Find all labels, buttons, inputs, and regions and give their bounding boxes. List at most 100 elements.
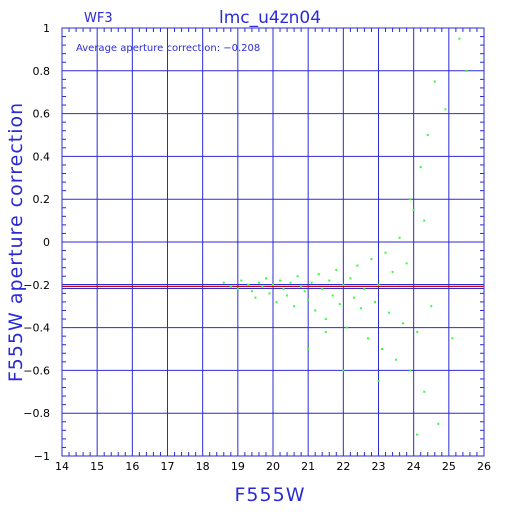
data-point bbox=[426, 134, 429, 136]
data-point bbox=[324, 330, 327, 333]
y-tick-label: −0.2 bbox=[23, 279, 50, 292]
y-tick-label: 0.8 bbox=[33, 65, 51, 78]
data-point bbox=[395, 358, 398, 361]
data-point bbox=[409, 198, 412, 201]
data-point bbox=[402, 322, 405, 325]
x-tick-label: 15 bbox=[90, 460, 104, 473]
data-point bbox=[321, 288, 324, 291]
y-tick-label: 1 bbox=[43, 22, 50, 35]
data-point bbox=[289, 281, 292, 284]
data-point bbox=[261, 285, 264, 288]
x-tick-label: 23 bbox=[372, 460, 386, 473]
y-tick-label: −1 bbox=[34, 450, 50, 463]
chart-title: lmc_u4zn04 bbox=[219, 8, 321, 28]
data-point bbox=[236, 288, 239, 291]
data-point bbox=[416, 433, 419, 436]
y-tick-label: −0.4 bbox=[23, 322, 50, 335]
data-point bbox=[257, 281, 260, 284]
data-point bbox=[384, 251, 387, 254]
data-point bbox=[430, 305, 433, 308]
y-tick-label: 0.4 bbox=[33, 150, 51, 163]
data-point bbox=[412, 208, 415, 211]
data-point bbox=[373, 300, 376, 303]
data-point bbox=[296, 275, 299, 278]
data-point bbox=[310, 281, 313, 284]
data-point bbox=[282, 288, 285, 291]
plot-frame bbox=[61, 27, 485, 457]
data-point bbox=[359, 307, 362, 310]
data-point bbox=[247, 283, 250, 286]
data-point bbox=[363, 288, 366, 291]
data-point bbox=[328, 279, 331, 282]
data-point bbox=[419, 166, 422, 169]
data-point bbox=[338, 303, 341, 306]
axis-ticks: 14 15 16 17 18 19 20 21 22 23 24 25 26 −1 −0.8 −0.6 −0.4… bbox=[23, 22, 491, 473]
data-point bbox=[324, 318, 327, 321]
x-tick-label: 24 bbox=[407, 460, 421, 473]
x-tick-label: 21 bbox=[301, 460, 315, 473]
x-tick-label: 20 bbox=[266, 460, 280, 473]
data-point bbox=[433, 80, 436, 83]
data-point bbox=[366, 337, 369, 340]
data-point bbox=[377, 283, 380, 286]
data-point bbox=[240, 279, 243, 282]
data-point bbox=[342, 369, 345, 372]
data-point bbox=[451, 337, 454, 340]
data-point bbox=[307, 298, 310, 301]
data-point bbox=[391, 270, 394, 273]
y-tick-label: −0.6 bbox=[23, 364, 50, 377]
data-point bbox=[264, 277, 267, 280]
data-point bbox=[335, 268, 338, 271]
data-point bbox=[300, 285, 303, 288]
data-point bbox=[437, 422, 440, 425]
data-point bbox=[416, 330, 419, 333]
data-point bbox=[345, 326, 348, 329]
data-point bbox=[254, 296, 257, 299]
x-tick-label: 16 bbox=[125, 460, 139, 473]
data-point bbox=[398, 236, 401, 239]
data-point bbox=[356, 264, 359, 267]
data-point bbox=[377, 380, 380, 383]
x-tick-label: 14 bbox=[55, 460, 69, 473]
data-point bbox=[331, 294, 334, 297]
data-point bbox=[352, 296, 355, 299]
data-point bbox=[275, 300, 278, 303]
y-tick-label: 0 bbox=[43, 236, 50, 249]
x-tick-label: 19 bbox=[231, 460, 245, 473]
data-point bbox=[458, 37, 461, 40]
data-points bbox=[222, 37, 468, 436]
grid bbox=[61, 27, 485, 457]
data-point bbox=[370, 258, 373, 261]
data-point bbox=[314, 309, 317, 312]
data-point bbox=[342, 283, 345, 286]
data-point bbox=[279, 279, 282, 282]
data-point bbox=[388, 311, 391, 314]
data-point bbox=[409, 369, 412, 372]
data-point bbox=[250, 290, 253, 293]
x-tick-label: 17 bbox=[161, 460, 175, 473]
data-point bbox=[444, 108, 447, 111]
panel-label: WF3 bbox=[84, 11, 113, 26]
x-axis-title: F555W bbox=[235, 484, 306, 506]
data-point bbox=[307, 348, 310, 350]
data-point bbox=[222, 281, 225, 284]
x-tick-label: 26 bbox=[477, 460, 491, 473]
y-tick-label: −0.8 bbox=[23, 407, 50, 420]
data-point bbox=[423, 219, 426, 222]
data-point bbox=[268, 292, 271, 295]
data-point bbox=[423, 390, 426, 393]
data-point bbox=[272, 283, 274, 286]
average-correction-annotation: Average aperture correction: −0.208 bbox=[76, 43, 260, 54]
y-axis-title: F555W aperture correction bbox=[5, 102, 27, 382]
data-point bbox=[229, 285, 232, 288]
data-point bbox=[405, 262, 408, 265]
y-tick-label: 0.6 bbox=[33, 108, 51, 121]
data-point bbox=[293, 305, 296, 308]
data-point bbox=[349, 277, 352, 280]
x-tick-label: 25 bbox=[442, 460, 456, 473]
data-point bbox=[465, 69, 468, 72]
data-point bbox=[317, 273, 320, 276]
data-point bbox=[303, 290, 306, 293]
data-point bbox=[381, 348, 384, 350]
